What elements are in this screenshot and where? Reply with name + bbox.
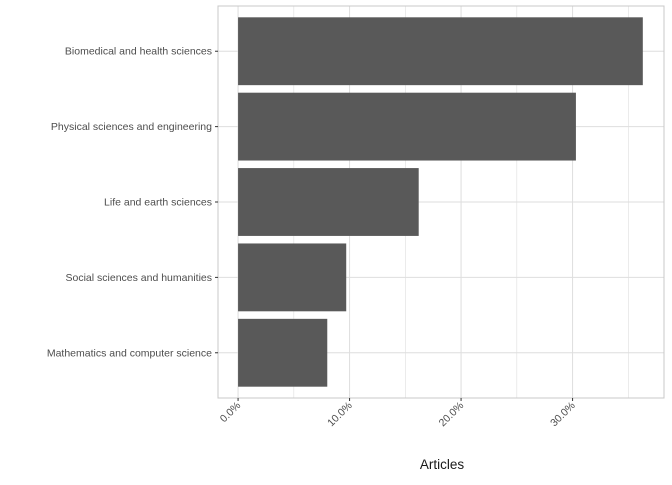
- y-tick-label: Social sciences and humanities: [66, 272, 213, 284]
- x-tick-label: 20.0%: [437, 400, 467, 430]
- bar: [238, 243, 347, 312]
- y-tick-label: Life and earth sciences: [104, 197, 212, 209]
- x-tick-label: 30.0%: [548, 400, 578, 430]
- x-axis-title: Articles: [420, 457, 465, 472]
- bar: [238, 168, 419, 236]
- y-tick-label: Biomedical and health sciences: [65, 46, 212, 58]
- bar: [238, 92, 576, 161]
- bar: [238, 17, 643, 86]
- x-tick-label: 10.0%: [325, 400, 355, 430]
- y-tick-label: Mathematics and computer science: [47, 347, 212, 359]
- x-tick-label: 0.0%: [218, 400, 243, 425]
- bar: [238, 318, 328, 387]
- y-tick-label: Physical sciences and engineering: [51, 121, 212, 133]
